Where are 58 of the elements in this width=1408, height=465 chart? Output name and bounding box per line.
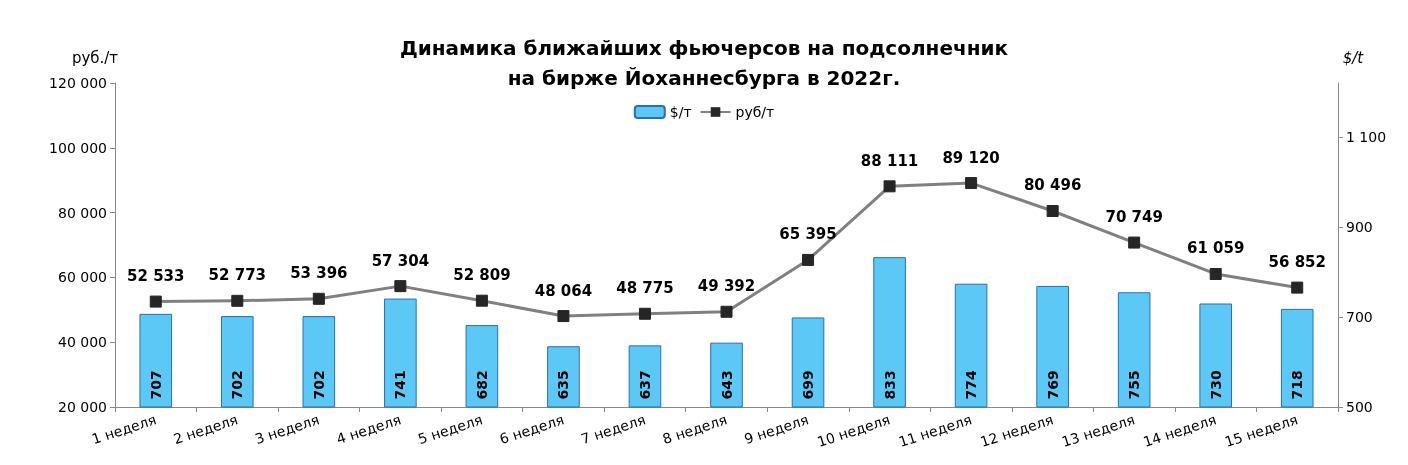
data-label: 65 395 [779,225,837,244]
data-label: 52 809 [453,266,511,285]
y2-tick-label: 700 [1346,309,1373,325]
x-tick-label: 11 неделя [896,411,974,450]
data-label: 49 392 [697,277,756,296]
data-label: 833 [881,370,898,400]
data-label: 741 [392,370,409,400]
data-label: 769 [1044,370,1061,400]
x-tick-label: 8 неделя [660,411,729,448]
data-label: 755 [1126,370,1143,400]
data-label: 80 496 [1023,176,1082,195]
y-tick-label: 40 000 [58,334,107,351]
y-tick-label: 80 000 [58,204,107,221]
data-label: 682 [473,370,490,400]
y2-tick-label: 900 [1346,219,1373,235]
data-label: 88 111 [860,151,919,170]
x-tick-label: 13 неделя [1059,411,1137,450]
data-label: 70 749 [1105,208,1163,227]
x-tick-label: 14 неделя [1141,411,1219,450]
x-tick-label: 7 неделя [579,411,648,448]
y-tick-label: 100 000 [49,139,107,156]
x-tick-label: 6 неделя [497,411,566,448]
y-tick-label: 60 000 [58,269,107,286]
data-label: 56 852 [1268,253,1326,272]
data-label: 52 533 [127,267,185,286]
data-label: 702 [229,370,246,400]
chart-title: Динамика ближайших фьючерсов на подсолнечник на бирже Йоханнесбурга в 2022г. [399,36,1009,90]
data-label: 61 059 [1186,239,1245,258]
x-tick-label: 10 неделя [815,411,893,450]
data-label: 635 [555,370,572,400]
y2-axis-title: $/t [1342,48,1365,67]
x-tick-label: 15 неделя [1222,411,1300,450]
y2-tick-label: 1 100 [1346,129,1387,145]
y2-tick-label: 500 [1346,399,1373,415]
data-label: 48 064 [534,281,593,300]
data-label: 730 [1207,370,1224,400]
x-tick-label: 9 неделя [742,411,811,448]
data-label: 699 [800,370,817,400]
x-tick-label: 5 неделя [415,411,485,448]
data-label: 718 [1289,370,1306,400]
x-tick-label: 4 неделя [334,411,403,448]
data-label: 707 [147,370,164,400]
x-tick-label: 2 неделя [171,411,240,448]
data-label: 57 304 [371,251,430,270]
data-label: 702 [310,370,327,400]
data-label: 89 120 [942,148,1000,167]
legend-label: $/т [669,104,692,120]
data-label: 637 [636,370,653,400]
data-label: 643 [718,370,735,400]
legend-label: руб/т [735,104,775,120]
y-tick-label: 120 000 [49,75,107,91]
y-axis-title: руб./т [71,48,119,67]
x-tick-label: 12 неделя [978,411,1056,450]
data-label: 774 [963,370,980,400]
x-tick-label: 3 неделя [252,411,322,448]
data-label: 53 396 [290,264,348,283]
data-label: 48 775 [616,279,674,298]
data-label: 52 773 [208,266,267,285]
